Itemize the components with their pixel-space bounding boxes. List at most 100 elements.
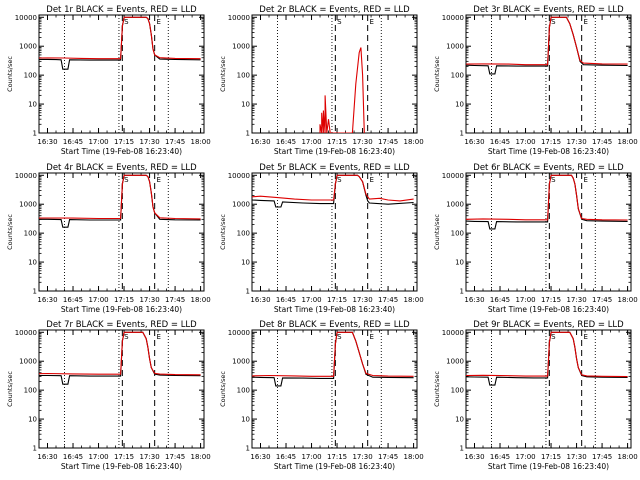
panel-title: Det 5r BLACK = Events, RED = LLD xyxy=(259,163,410,173)
x-tick-label: 17:30 xyxy=(352,453,372,461)
x-tick-label: 18:00 xyxy=(618,453,638,461)
x-tick-label: 17:15 xyxy=(541,453,561,461)
events-rate-line xyxy=(39,16,201,70)
x-tick-label: 17:30 xyxy=(139,296,159,304)
y-tick-label: 1 xyxy=(33,288,37,296)
panel-det-6: Det 6r BLACK = Events, RED = LLD 1 10 100 10… xyxy=(433,163,638,314)
x-tick-label: 17:45 xyxy=(378,138,398,146)
interval-marker-e: E xyxy=(369,18,373,26)
y-tick-label: 100 xyxy=(237,230,250,238)
interval-marker-e: E xyxy=(369,333,373,341)
x-tick-label: 17:15 xyxy=(541,138,561,146)
y-axis-label: Counts/sec xyxy=(6,371,14,407)
panel-det-1: Det 1r BLACK = Events, RED = LLD 1 10 100 10… xyxy=(6,5,211,156)
y-tick-label: 1000 xyxy=(19,358,37,366)
y-tick-label: 100 xyxy=(24,387,37,395)
lld-rate-line xyxy=(252,174,414,202)
y-tick-label: 100 xyxy=(237,72,250,80)
plot-frame xyxy=(38,14,205,134)
y-tick-label: 10 xyxy=(455,416,464,424)
lld-rate-line xyxy=(39,16,201,60)
x-tick-label: 18:00 xyxy=(618,138,638,146)
y-tick-label: 10000 xyxy=(228,329,250,337)
lld-rate-line xyxy=(39,174,201,220)
events-rate-line xyxy=(39,174,201,228)
plot-frame xyxy=(465,14,632,134)
y-tick-label: 1000 xyxy=(19,43,37,51)
y-tick-label: 100 xyxy=(451,387,464,395)
x-tick-label: 16:45 xyxy=(490,453,510,461)
plot-frame xyxy=(465,172,632,292)
x-tick-label: 17:30 xyxy=(139,453,159,461)
panel-det-4: Det 4r BLACK = Events, RED = LLD 1 10 100 10… xyxy=(6,163,211,314)
panel-det-8: Det 8r BLACK = Events, RED = LLD 1 10 100 10… xyxy=(219,320,424,471)
y-tick-label: 1 xyxy=(246,288,250,296)
x-tick-label: 17:15 xyxy=(327,138,347,146)
x-tick-label: 17:45 xyxy=(165,138,185,146)
x-tick-label: 18:00 xyxy=(404,138,424,146)
interval-marker-e: E xyxy=(156,333,160,341)
x-tick-label: 17:15 xyxy=(541,296,561,304)
panel-title: Det 6r BLACK = Events, RED = LLD xyxy=(473,163,624,173)
x-tick-label: 16:45 xyxy=(276,296,296,304)
x-tick-label: 18:00 xyxy=(191,453,211,461)
lld-rate-line xyxy=(39,331,201,376)
y-tick-label: 1000 xyxy=(232,201,250,209)
y-tick-label: 100 xyxy=(24,230,37,238)
interval-marker-s: S xyxy=(124,176,129,184)
x-tick-label: 16:45 xyxy=(63,138,83,146)
x-tick-label: 18:00 xyxy=(191,296,211,304)
x-tick-label: 16:30 xyxy=(250,296,270,304)
events-rate-line xyxy=(466,331,628,386)
x-tick-label: 17:15 xyxy=(114,138,134,146)
y-tick-label: 1 xyxy=(460,445,464,453)
plot-frame xyxy=(38,172,205,292)
x-tick-label: 17:15 xyxy=(114,296,134,304)
x-tick-label: 18:00 xyxy=(191,138,211,146)
x-tick-label: 17:00 xyxy=(301,296,321,304)
y-tick-label: 10 xyxy=(28,259,37,267)
interval-marker-s: S xyxy=(337,333,342,341)
events-rate-line xyxy=(466,174,628,230)
x-tick-label: 16:30 xyxy=(37,138,57,146)
plot-frame xyxy=(465,329,632,449)
y-axis-label: Counts/sec xyxy=(219,371,227,407)
interval-marker-e: E xyxy=(369,176,373,184)
x-tick-label: 16:45 xyxy=(490,138,510,146)
x-axis-label: Start Time (19-Feb-08 16:23:40) xyxy=(61,305,182,314)
events-rate-line xyxy=(39,331,201,385)
panel-det-5: Det 5r BLACK = Events, RED = LLD 1 10 100 10… xyxy=(219,163,424,314)
y-tick-label: 10000 xyxy=(228,172,250,180)
x-tick-label: 17:15 xyxy=(327,453,347,461)
x-tick-label: 17:00 xyxy=(515,296,535,304)
x-tick-label: 17:00 xyxy=(515,453,535,461)
x-tick-label: 16:30 xyxy=(37,453,57,461)
panel-det-2: Det 2r BLACK = Events, RED = LLD 1 10 100 10… xyxy=(219,5,424,156)
interval-marker-s: S xyxy=(124,18,129,26)
interval-marker-s: S xyxy=(551,18,556,26)
x-tick-label: 17:00 xyxy=(301,138,321,146)
y-tick-label: 10000 xyxy=(442,172,464,180)
panel-title: Det 3r BLACK = Events, RED = LLD xyxy=(473,5,624,15)
x-tick-label: 17:30 xyxy=(566,296,586,304)
y-tick-label: 10 xyxy=(455,259,464,267)
y-axis-label: Counts/sec xyxy=(433,214,441,250)
interval-marker-s: S xyxy=(551,333,556,341)
y-tick-label: 100 xyxy=(451,72,464,80)
lld-rate-line xyxy=(466,16,628,66)
interval-marker-s: S xyxy=(337,176,342,184)
x-tick-label: 17:45 xyxy=(165,453,185,461)
y-tick-label: 1000 xyxy=(446,43,464,51)
y-tick-label: 10000 xyxy=(15,172,37,180)
lld-rate-line xyxy=(319,47,365,133)
lld-rate-line xyxy=(466,174,628,221)
lld-rate-line xyxy=(466,331,628,378)
x-tick-label: 16:45 xyxy=(276,453,296,461)
x-axis-label: Start Time (19-Feb-08 16:23:40) xyxy=(61,462,182,471)
x-tick-label: 18:00 xyxy=(404,453,424,461)
x-tick-label: 17:15 xyxy=(327,296,347,304)
y-tick-label: 100 xyxy=(451,230,464,238)
y-tick-label: 100 xyxy=(24,72,37,80)
panel-title: Det 7r BLACK = Events, RED = LLD xyxy=(46,320,197,330)
